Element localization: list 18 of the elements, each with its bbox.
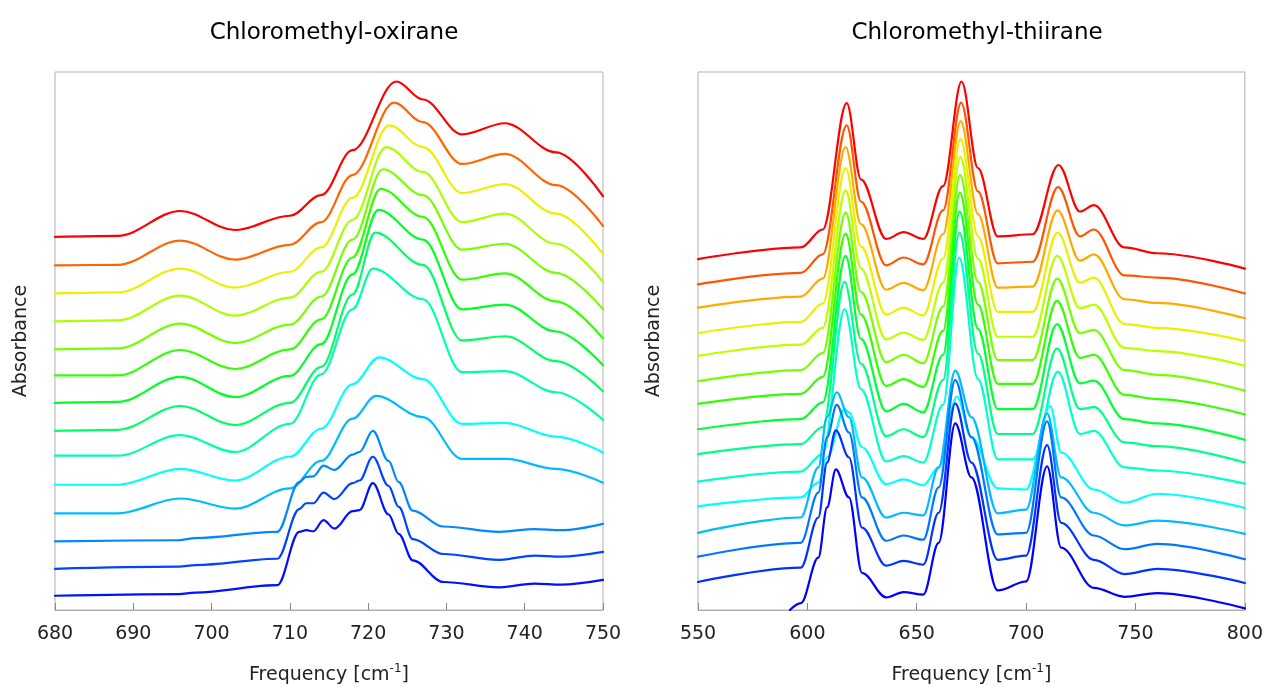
x-tick-label: 650 [898,620,935,643]
x-tick-label: 750 [584,620,622,643]
x-tick-label: 720 [350,620,387,643]
x-tick-label: 710 [271,620,308,643]
y-axis-title: Absorbance [7,284,30,398]
x-tick-label: 680 [36,620,74,643]
x-tick-label: 750 [1117,620,1154,643]
chart-title: Chloromethyl-thiirane [851,17,1103,44]
x-tick-label: 550 [679,620,717,643]
x-tick-label: 690 [115,620,152,643]
chart-title: Chloromethyl-oxirane [209,17,459,44]
y-axis-title: Absorbance [640,284,663,398]
x-tick-label: 740 [506,620,543,643]
x-tick-label: 730 [428,620,465,643]
x-tick-label: 700 [193,620,230,643]
x-tick-label: 600 [789,620,826,643]
x-tick-label: 800 [1226,620,1263,643]
x-tick-label: 700 [1007,620,1045,643]
